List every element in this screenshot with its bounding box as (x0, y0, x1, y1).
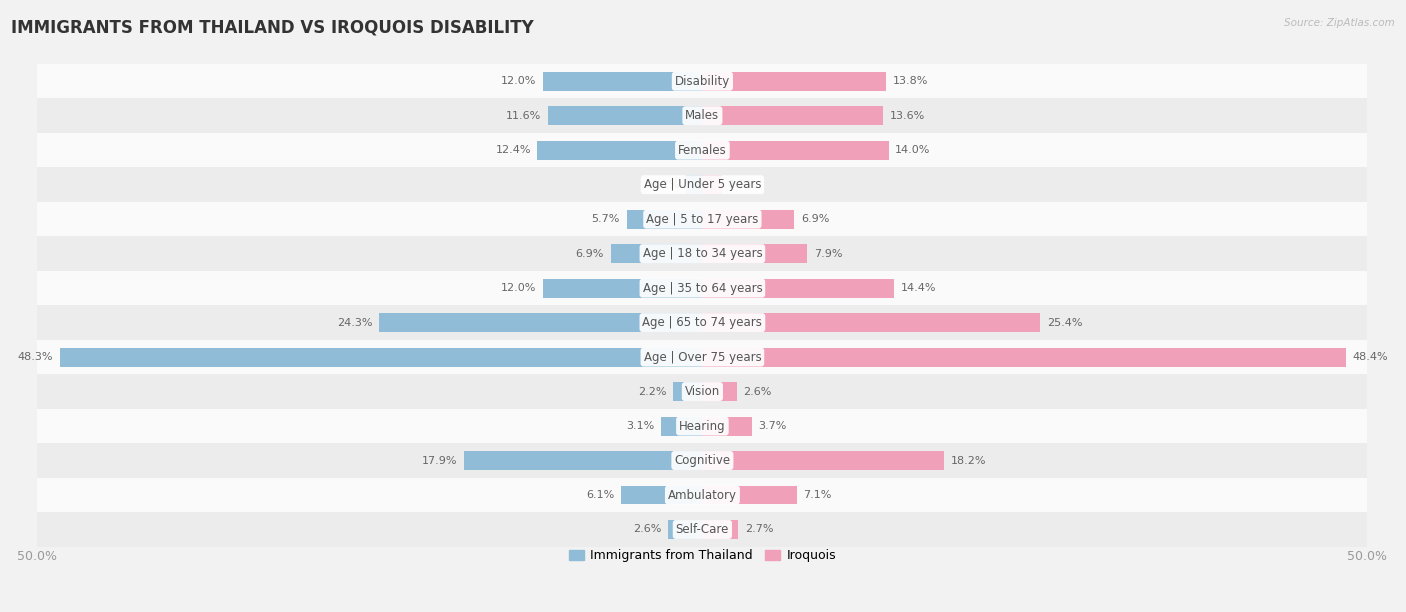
Text: 18.2%: 18.2% (950, 455, 987, 466)
Text: 2.6%: 2.6% (633, 524, 661, 534)
Bar (703, 451, 945, 470)
Bar (703, 382, 737, 401)
Bar (703, 106, 883, 125)
Bar (627, 210, 703, 229)
Text: 2.6%: 2.6% (744, 387, 772, 397)
Bar (686, 175, 703, 194)
Bar (703, 210, 794, 229)
Bar (703, 72, 886, 91)
Text: 13.8%: 13.8% (893, 76, 928, 86)
Text: 3.1%: 3.1% (626, 421, 655, 431)
Bar (703, 175, 723, 194)
Text: 14.4%: 14.4% (901, 283, 936, 293)
Bar (661, 417, 703, 436)
Text: Ambulatory: Ambulatory (668, 488, 737, 501)
Bar (668, 520, 703, 539)
Text: 5.7%: 5.7% (592, 214, 620, 224)
Bar (38, 168, 1368, 202)
Bar (703, 520, 738, 539)
Bar (548, 106, 703, 125)
Bar (38, 305, 1368, 340)
Text: Age | Over 75 years: Age | Over 75 years (644, 351, 761, 364)
Bar (38, 236, 1368, 271)
Text: Age | 35 to 64 years: Age | 35 to 64 years (643, 282, 762, 294)
Text: 48.3%: 48.3% (18, 352, 53, 362)
Text: 17.9%: 17.9% (422, 455, 458, 466)
Text: 1.2%: 1.2% (651, 180, 679, 190)
Bar (38, 99, 1368, 133)
Text: Age | 18 to 34 years: Age | 18 to 34 years (643, 247, 762, 260)
Bar (543, 278, 703, 297)
Text: 25.4%: 25.4% (1047, 318, 1083, 327)
Text: 2.2%: 2.2% (638, 387, 666, 397)
Bar (543, 72, 703, 91)
Text: Age | 65 to 74 years: Age | 65 to 74 years (643, 316, 762, 329)
Bar (380, 313, 703, 332)
Bar (38, 409, 1368, 443)
Text: 24.3%: 24.3% (337, 318, 373, 327)
Bar (38, 340, 1368, 375)
Bar (38, 443, 1368, 478)
Text: 1.5%: 1.5% (728, 180, 758, 190)
Bar (38, 375, 1368, 409)
Bar (621, 485, 703, 504)
Text: 2.7%: 2.7% (745, 524, 773, 534)
Bar (610, 244, 703, 263)
Bar (38, 133, 1368, 168)
Text: 12.0%: 12.0% (501, 76, 536, 86)
Bar (38, 478, 1368, 512)
Text: 7.9%: 7.9% (814, 248, 842, 259)
Text: IMMIGRANTS FROM THAILAND VS IROQUOIS DISABILITY: IMMIGRANTS FROM THAILAND VS IROQUOIS DIS… (11, 18, 534, 36)
Text: 3.7%: 3.7% (758, 421, 786, 431)
Bar (60, 348, 703, 367)
Text: 12.0%: 12.0% (501, 283, 536, 293)
Bar (703, 278, 894, 297)
Text: 14.0%: 14.0% (896, 145, 931, 155)
Text: Self-Care: Self-Care (676, 523, 730, 536)
Legend: Immigrants from Thailand, Iroquois: Immigrants from Thailand, Iroquois (564, 544, 841, 567)
Bar (703, 417, 752, 436)
Bar (673, 382, 703, 401)
Text: 7.1%: 7.1% (803, 490, 832, 500)
Text: Age | 5 to 17 years: Age | 5 to 17 years (647, 212, 759, 226)
Bar (703, 313, 1040, 332)
Bar (537, 141, 703, 160)
Bar (38, 271, 1368, 305)
Bar (38, 512, 1368, 547)
Text: 48.4%: 48.4% (1353, 352, 1388, 362)
Bar (703, 485, 797, 504)
Text: 6.9%: 6.9% (801, 214, 830, 224)
Text: Age | Under 5 years: Age | Under 5 years (644, 178, 761, 191)
Text: Disability: Disability (675, 75, 730, 88)
Text: Source: ZipAtlas.com: Source: ZipAtlas.com (1284, 18, 1395, 28)
Bar (464, 451, 703, 470)
Text: 12.4%: 12.4% (495, 145, 531, 155)
Text: Cognitive: Cognitive (675, 454, 731, 467)
Bar (38, 64, 1368, 99)
Text: Females: Females (678, 144, 727, 157)
Bar (703, 244, 807, 263)
Text: Males: Males (685, 109, 720, 122)
Text: 6.1%: 6.1% (586, 490, 614, 500)
Text: 11.6%: 11.6% (506, 111, 541, 121)
Text: 6.9%: 6.9% (575, 248, 605, 259)
Text: Vision: Vision (685, 385, 720, 398)
Bar (703, 141, 889, 160)
Bar (703, 348, 1346, 367)
Text: Hearing: Hearing (679, 420, 725, 433)
Bar (38, 202, 1368, 236)
Text: 13.6%: 13.6% (890, 111, 925, 121)
